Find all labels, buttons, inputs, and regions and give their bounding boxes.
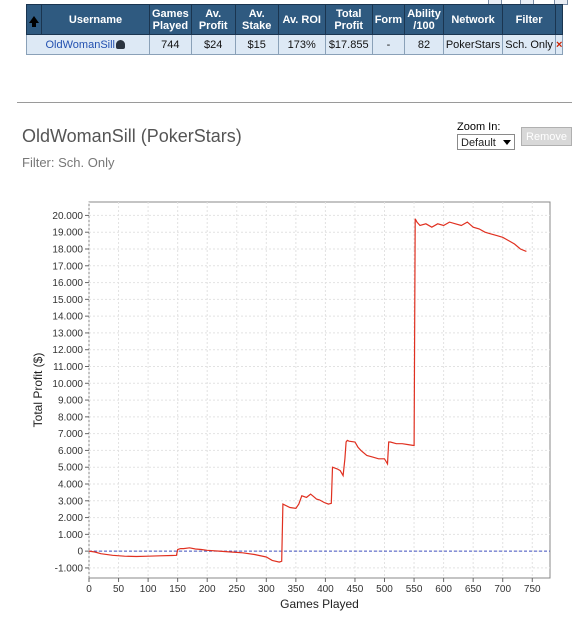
remove-row-button[interactable]: ×: [554, 34, 564, 55]
x-tick-label: 400: [317, 584, 334, 595]
y-tick-label: 20.000: [52, 211, 83, 222]
y-tick-label: 1.000: [58, 530, 83, 541]
y-tick-label: 5.000: [58, 463, 83, 474]
table-row: OldWomanSill 744 $24 $15 173% $17.855 - …: [26, 34, 564, 55]
cell-av-profit: $24: [190, 34, 236, 55]
x-tick-label: 100: [140, 584, 157, 595]
chevron-down-icon: [503, 140, 511, 145]
sort-icon[interactable]: [26, 4, 42, 35]
cell-ability: 82: [404, 34, 444, 55]
x-axis-label: Games Played: [280, 597, 359, 611]
cell-av-roi: 173%: [277, 34, 326, 55]
zoom-label: Zoom In:: [457, 121, 501, 133]
username-link[interactable]: OldWomanSill: [45, 38, 116, 51]
y-tick-label: 4.000: [58, 480, 83, 491]
zoom-select[interactable]: Default: [457, 134, 515, 150]
player-stats-table: Username Games Played Av. Profit Av. Sta…: [26, 4, 564, 55]
header-av-roi[interactable]: Av. ROI: [277, 4, 326, 35]
y-axis-label: Total Profit ($): [31, 353, 45, 428]
zoom-select-value: Default: [461, 137, 496, 149]
header-av-stake[interactable]: Av. Stake: [234, 4, 279, 35]
y-tick-label: 19.000: [52, 228, 83, 239]
x-tick-label: 250: [228, 584, 245, 595]
y-tick-label: 18.000: [52, 245, 83, 256]
header-network[interactable]: Network: [442, 4, 504, 35]
x-tick-label: 150: [169, 584, 186, 595]
header-extra: [554, 4, 564, 35]
filter-label: Filter: Sch. Only: [22, 155, 115, 170]
chart-title: OldWomanSill (PokerStars): [22, 126, 242, 146]
remove-button[interactable]: Remove: [521, 127, 572, 146]
pawn-icon: [116, 40, 125, 50]
header-games-played[interactable]: Games Played: [149, 4, 192, 35]
x-tick-label: 750: [524, 584, 541, 595]
y-tick-label: 7.000: [58, 429, 83, 440]
x-tick-label: 550: [406, 584, 423, 595]
cell-games-played: 744: [149, 34, 192, 55]
y-tick-label: 13.000: [52, 328, 83, 339]
cell-total-profit: $17.855: [324, 34, 373, 55]
y-tick-label: -1.000: [55, 563, 84, 574]
y-tick-label: 2.000: [58, 513, 83, 524]
x-tick-label: 700: [494, 584, 511, 595]
y-tick-label: 0: [77, 547, 83, 558]
x-tick-label: 200: [199, 584, 216, 595]
cell-network: PokerStars: [442, 34, 504, 55]
series-line-0: [88, 218, 527, 563]
y-tick-label: 8.000: [58, 412, 83, 423]
x-tick-label: 500: [376, 584, 393, 595]
plot-area: [88, 201, 551, 579]
x-tick-label: 350: [288, 584, 305, 595]
header-total-profit[interactable]: Total Profit: [324, 4, 373, 35]
y-tick-label: 12.000: [52, 345, 83, 356]
x-tick-label: 0: [86, 584, 92, 595]
cell-av-stake: $15: [234, 34, 279, 55]
header-av-profit[interactable]: Av. Profit: [190, 4, 236, 35]
cell-filter: Sch. Only: [502, 34, 556, 55]
y-tick-label: 6.000: [58, 446, 83, 457]
x-tick-label: 600: [435, 584, 452, 595]
header-ability[interactable]: Ability /100: [404, 4, 444, 35]
cell-form: -: [371, 34, 406, 55]
y-tick-label: 11.000: [53, 362, 83, 373]
x-tick-label: 50: [113, 584, 125, 595]
y-tick-label: 9.000: [58, 396, 83, 407]
y-tick-label: 16.000: [52, 278, 83, 289]
y-tick-label: 10.000: [52, 379, 83, 390]
x-tick-label: 450: [347, 584, 364, 595]
header-form[interactable]: Form: [371, 4, 406, 35]
y-tick-label: 14.000: [52, 312, 83, 323]
y-tick-label: 15.000: [52, 295, 83, 306]
y-tick-label: 3.000: [58, 496, 83, 507]
header-username[interactable]: Username: [41, 4, 150, 35]
header-filter[interactable]: Filter: [502, 4, 556, 35]
x-tick-label: 300: [258, 584, 275, 595]
table-header-row: Username Games Played Av. Profit Av. Sta…: [26, 4, 564, 35]
x-tick-label: 650: [465, 584, 482, 595]
y-tick-label: 17.000: [52, 261, 83, 272]
section-divider: [17, 102, 572, 103]
profit-chart: 0 50 100 150 200 250 300 350 400 450 500 550 600 650 7…: [31, 201, 551, 611]
cell-username: OldWomanSill: [26, 34, 150, 55]
